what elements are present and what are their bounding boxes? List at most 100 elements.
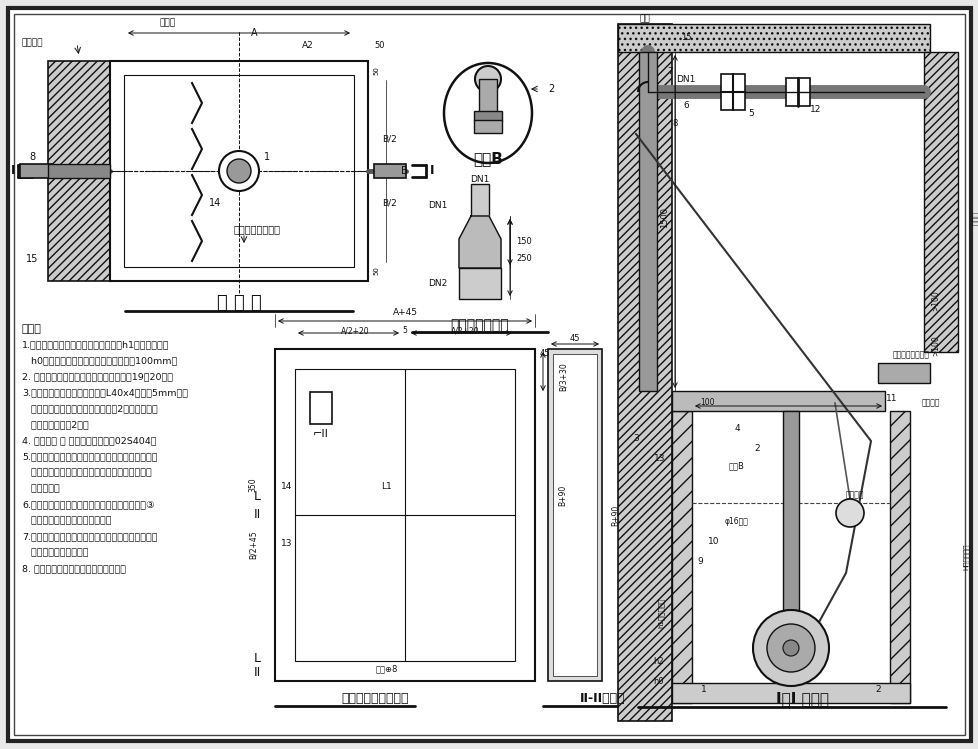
Circle shape <box>474 66 501 92</box>
Text: 节点B: 节点B <box>729 461 744 470</box>
Text: 集水坑钢盖板平面图: 集水坑钢盖板平面图 <box>341 693 409 706</box>
Bar <box>473 111 502 121</box>
Text: B/2: B/2 <box>382 135 397 144</box>
Text: 150: 150 <box>515 237 531 246</box>
Text: 污水池（集水坑）: 污水池（集水坑） <box>234 224 281 234</box>
Text: >100: >100 <box>930 291 940 312</box>
Text: 墙厚: 墙厚 <box>639 14 649 23</box>
Text: 6: 6 <box>683 102 689 111</box>
Text: I: I <box>429 165 434 178</box>
Text: 1500: 1500 <box>660 207 669 228</box>
Text: 4. 防水套管 ⑮ 制作安装详见国标02S404。: 4. 防水套管 ⑮ 制作安装详见国标02S404。 <box>22 437 156 446</box>
Text: 10: 10 <box>707 536 719 545</box>
Text: 2. 设备材料表、安装尺寸表详见本图集第19、20页。: 2. 设备材料表、安装尺寸表详见本图集第19、20页。 <box>22 372 173 381</box>
Bar <box>553 354 597 676</box>
Text: A+45: A+45 <box>392 309 417 318</box>
Text: B+90: B+90 <box>611 504 620 526</box>
Text: 可敷设在地面垫层的钢套管内。: 可敷设在地面垫层的钢套管内。 <box>22 517 111 526</box>
Text: 7: 7 <box>666 67 672 76</box>
Text: 15: 15 <box>25 254 38 264</box>
Bar <box>473 120 502 133</box>
Text: B/2: B/2 <box>382 198 397 207</box>
Text: A/2+20: A/2+20 <box>450 327 479 336</box>
Text: 14: 14 <box>281 482 292 491</box>
Text: 2: 2 <box>548 84 554 94</box>
Circle shape <box>782 640 798 656</box>
Text: 3.污水池（集水坑）钢盖板采用L40x4角钢和5mm厚花: 3.污水池（集水坑）钢盖板采用L40x4角钢和5mm厚花 <box>22 389 188 398</box>
Text: 45: 45 <box>569 335 580 344</box>
Text: h0为停泵水位，报警水位高出开泵水位100mm。: h0为停泵水位，报警水位高出开泵水位100mm。 <box>22 357 177 366</box>
Text: 2: 2 <box>874 685 880 694</box>
Text: 报警水位: 报警水位 <box>845 491 864 500</box>
Circle shape <box>227 159 250 183</box>
Text: DN1: DN1 <box>427 201 447 210</box>
Text: 4: 4 <box>734 425 739 434</box>
Bar <box>923 52 957 352</box>
Text: II: II <box>253 667 261 679</box>
Text: 设计定: 设计定 <box>159 19 176 28</box>
Text: DN1: DN1 <box>469 175 489 184</box>
Ellipse shape <box>444 63 531 163</box>
Text: 盘插异径管大样: 盘插异径管大样 <box>450 318 509 332</box>
Circle shape <box>219 151 259 191</box>
Text: 平 面 图: 平 面 图 <box>216 294 261 312</box>
Text: II: II <box>253 509 261 521</box>
Text: B/2+45: B/2+45 <box>248 531 257 560</box>
Text: DN1: DN1 <box>676 74 695 83</box>
Circle shape <box>752 610 828 686</box>
Text: 提手⊕8: 提手⊕8 <box>376 664 398 673</box>
Text: >100: >100 <box>930 336 940 357</box>
Text: 1: 1 <box>700 685 706 694</box>
Text: 11: 11 <box>885 395 897 404</box>
Bar <box>459 268 501 299</box>
Text: 说明：: 说明： <box>22 324 42 334</box>
Text: I－I 剖面图: I－I 剖面图 <box>776 691 828 706</box>
Text: 1.本图潜水排污泵采用液位自动控制，h1为开泵水位，: 1.本图潜水排污泵采用液位自动控制，h1为开泵水位， <box>22 341 169 350</box>
Bar <box>110 61 368 281</box>
Text: 穿管敷设。: 穿管敷设。 <box>22 485 60 494</box>
Text: L: L <box>253 652 261 666</box>
Bar <box>470 184 488 216</box>
Bar <box>478 79 497 113</box>
Text: 5.潜水排污泵控制柜安装位置由单项工程设计考虑，: 5.潜水排污泵控制柜安装位置由单项工程设计考虑， <box>22 452 157 461</box>
Text: 2: 2 <box>753 444 759 453</box>
Text: 13: 13 <box>281 539 292 548</box>
Text: 6.若污水池（集水坑）距墙较远，出水橡胶软管③: 6.若污水池（集水坑）距墙较远，出水橡胶软管③ <box>22 500 155 509</box>
Text: 7.污水池（集水坑）进水管数量、位置、管径及标高: 7.污水池（集水坑）进水管数量、位置、管径及标高 <box>22 533 157 542</box>
Text: φ16锚钩: φ16锚钩 <box>725 517 748 526</box>
Text: A2: A2 <box>302 40 314 49</box>
Bar <box>671 683 910 703</box>
Text: 14: 14 <box>208 198 221 208</box>
Text: ⌐II: ⌐II <box>313 429 329 439</box>
Text: L1: L1 <box>381 482 392 491</box>
Text: 8: 8 <box>672 120 677 129</box>
Bar <box>617 24 671 721</box>
Bar <box>294 369 514 661</box>
Text: 纹钢板制作，内外表面先刷防锈漆2道，再刷银粉: 纹钢板制作，内外表面先刷防锈漆2道，再刷银粉 <box>22 404 157 413</box>
Bar <box>20 164 52 178</box>
Text: B/3+30: B/3+30 <box>557 363 567 392</box>
Bar <box>671 411 691 703</box>
Text: 室内地面: 室内地面 <box>921 398 940 407</box>
Text: B+90: B+90 <box>557 485 567 506</box>
Text: 5: 5 <box>747 109 753 118</box>
Text: 由单项工程设计确定。: 由单项工程设计确定。 <box>22 548 88 557</box>
Text: H（设计定）: H（设计定） <box>961 544 968 570</box>
Bar <box>374 164 406 178</box>
Bar <box>785 78 809 106</box>
Bar <box>548 349 601 681</box>
Text: h0: h0 <box>652 676 663 685</box>
Text: I: I <box>11 165 15 178</box>
Text: L: L <box>253 491 261 503</box>
Text: DN2: DN2 <box>428 279 447 288</box>
Text: 12: 12 <box>810 106 821 115</box>
Polygon shape <box>459 216 501 268</box>
Text: 50: 50 <box>373 267 378 276</box>
Text: 50: 50 <box>373 67 378 76</box>
Bar <box>48 61 110 281</box>
Text: 1: 1 <box>264 152 270 162</box>
Text: 3: 3 <box>633 434 639 443</box>
Text: 50: 50 <box>375 40 385 49</box>
Text: h2: h2 <box>652 657 663 666</box>
Text: 45: 45 <box>539 350 550 359</box>
